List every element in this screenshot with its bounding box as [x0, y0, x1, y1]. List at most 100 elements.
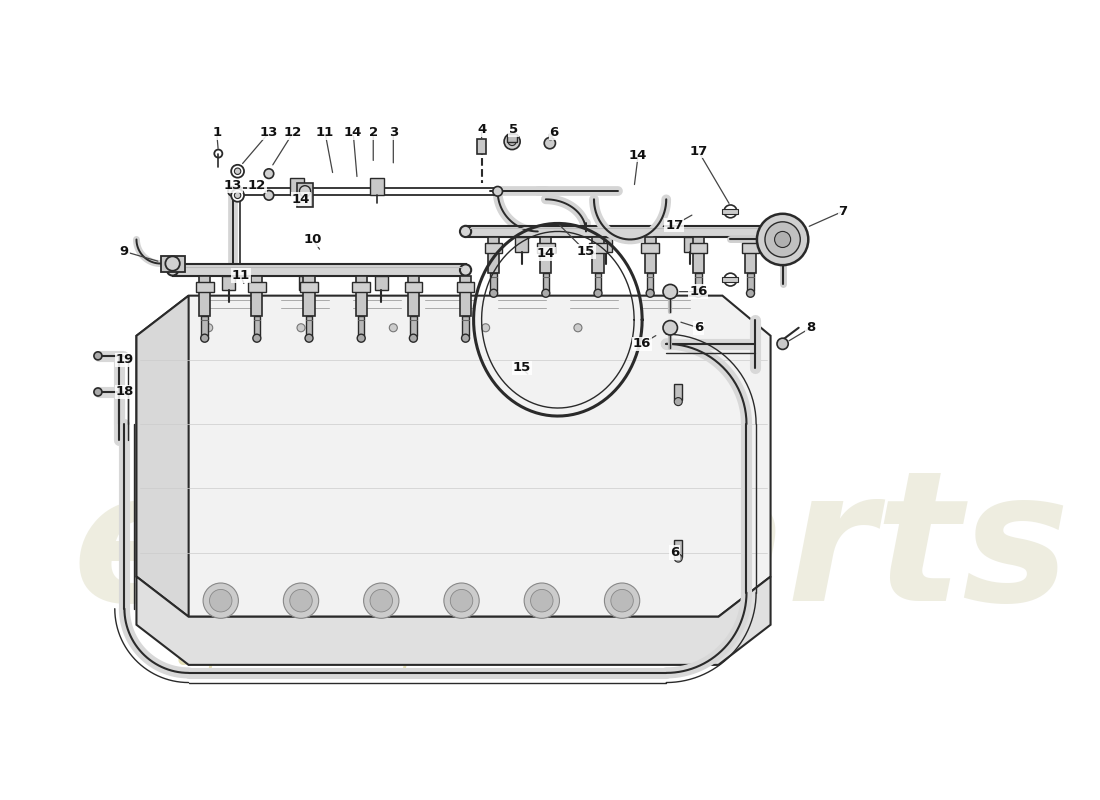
Text: 12: 12: [284, 126, 302, 139]
Text: 14: 14: [537, 247, 556, 261]
Bar: [304, 275, 315, 316]
Bar: [485, 243, 503, 253]
Bar: [641, 243, 659, 253]
Bar: [465, 226, 771, 237]
Bar: [695, 273, 702, 291]
Circle shape: [530, 590, 553, 612]
Circle shape: [542, 290, 550, 298]
Text: 11: 11: [316, 126, 334, 139]
Circle shape: [358, 334, 365, 342]
Circle shape: [205, 324, 212, 332]
Circle shape: [204, 583, 239, 618]
Circle shape: [370, 590, 393, 612]
Bar: [375, 275, 387, 290]
Circle shape: [504, 134, 520, 150]
Circle shape: [284, 583, 319, 618]
Circle shape: [264, 190, 274, 200]
Text: 7: 7: [838, 205, 847, 218]
Circle shape: [264, 169, 274, 178]
Bar: [405, 282, 422, 292]
Circle shape: [777, 338, 789, 350]
Text: 16: 16: [689, 285, 707, 298]
Bar: [595, 273, 602, 291]
Text: europarts: europarts: [73, 462, 1069, 638]
Bar: [300, 282, 318, 292]
Bar: [460, 275, 471, 316]
Circle shape: [94, 352, 102, 360]
Bar: [298, 275, 311, 290]
Circle shape: [674, 554, 682, 562]
Text: 19: 19: [116, 354, 133, 366]
Circle shape: [774, 231, 791, 247]
Bar: [201, 316, 208, 336]
Circle shape: [663, 285, 678, 299]
Bar: [515, 237, 528, 251]
Bar: [456, 282, 474, 292]
Bar: [248, 282, 266, 292]
Bar: [352, 282, 370, 292]
Bar: [590, 243, 607, 253]
Bar: [593, 237, 604, 273]
Bar: [693, 237, 704, 273]
Circle shape: [228, 186, 238, 196]
Circle shape: [165, 256, 179, 270]
Bar: [723, 277, 738, 282]
Circle shape: [724, 273, 737, 286]
Circle shape: [289, 590, 312, 612]
Bar: [741, 243, 759, 253]
Circle shape: [646, 290, 654, 298]
Circle shape: [234, 168, 241, 174]
Circle shape: [594, 290, 602, 298]
Bar: [196, 282, 213, 292]
Text: 3: 3: [388, 126, 398, 139]
Bar: [690, 243, 707, 253]
Bar: [491, 273, 497, 291]
Circle shape: [610, 590, 634, 612]
Circle shape: [234, 192, 241, 198]
Polygon shape: [136, 296, 188, 617]
Circle shape: [167, 264, 178, 275]
Bar: [222, 275, 235, 290]
Text: 10: 10: [304, 233, 322, 246]
Bar: [370, 178, 385, 194]
Bar: [540, 237, 551, 273]
Text: 2: 2: [368, 126, 377, 139]
Circle shape: [757, 214, 808, 265]
Bar: [410, 316, 417, 336]
Bar: [173, 264, 465, 275]
Bar: [408, 275, 419, 316]
Circle shape: [299, 186, 310, 197]
Bar: [745, 237, 756, 273]
Circle shape: [493, 186, 503, 196]
Text: 17: 17: [666, 218, 683, 231]
Text: 11: 11: [232, 269, 250, 282]
Circle shape: [444, 583, 480, 618]
Bar: [289, 178, 305, 194]
Circle shape: [667, 324, 674, 332]
Circle shape: [209, 590, 232, 612]
Circle shape: [663, 321, 678, 335]
Circle shape: [409, 334, 417, 342]
Text: 18: 18: [116, 386, 133, 398]
Circle shape: [764, 226, 777, 237]
Bar: [542, 273, 549, 291]
Circle shape: [450, 590, 473, 612]
Circle shape: [544, 138, 556, 149]
Circle shape: [214, 150, 222, 158]
Text: 6: 6: [549, 126, 559, 139]
Bar: [476, 139, 486, 154]
Circle shape: [94, 388, 102, 396]
Circle shape: [490, 290, 497, 298]
Circle shape: [460, 264, 471, 275]
Bar: [674, 384, 682, 400]
Bar: [747, 273, 754, 291]
Circle shape: [574, 324, 582, 332]
Circle shape: [462, 334, 470, 342]
Text: 13: 13: [260, 126, 278, 139]
Circle shape: [674, 398, 682, 406]
Bar: [251, 275, 263, 316]
Text: 5: 5: [509, 123, 518, 136]
Text: 14: 14: [292, 193, 310, 206]
Circle shape: [747, 290, 755, 298]
Bar: [199, 275, 210, 316]
